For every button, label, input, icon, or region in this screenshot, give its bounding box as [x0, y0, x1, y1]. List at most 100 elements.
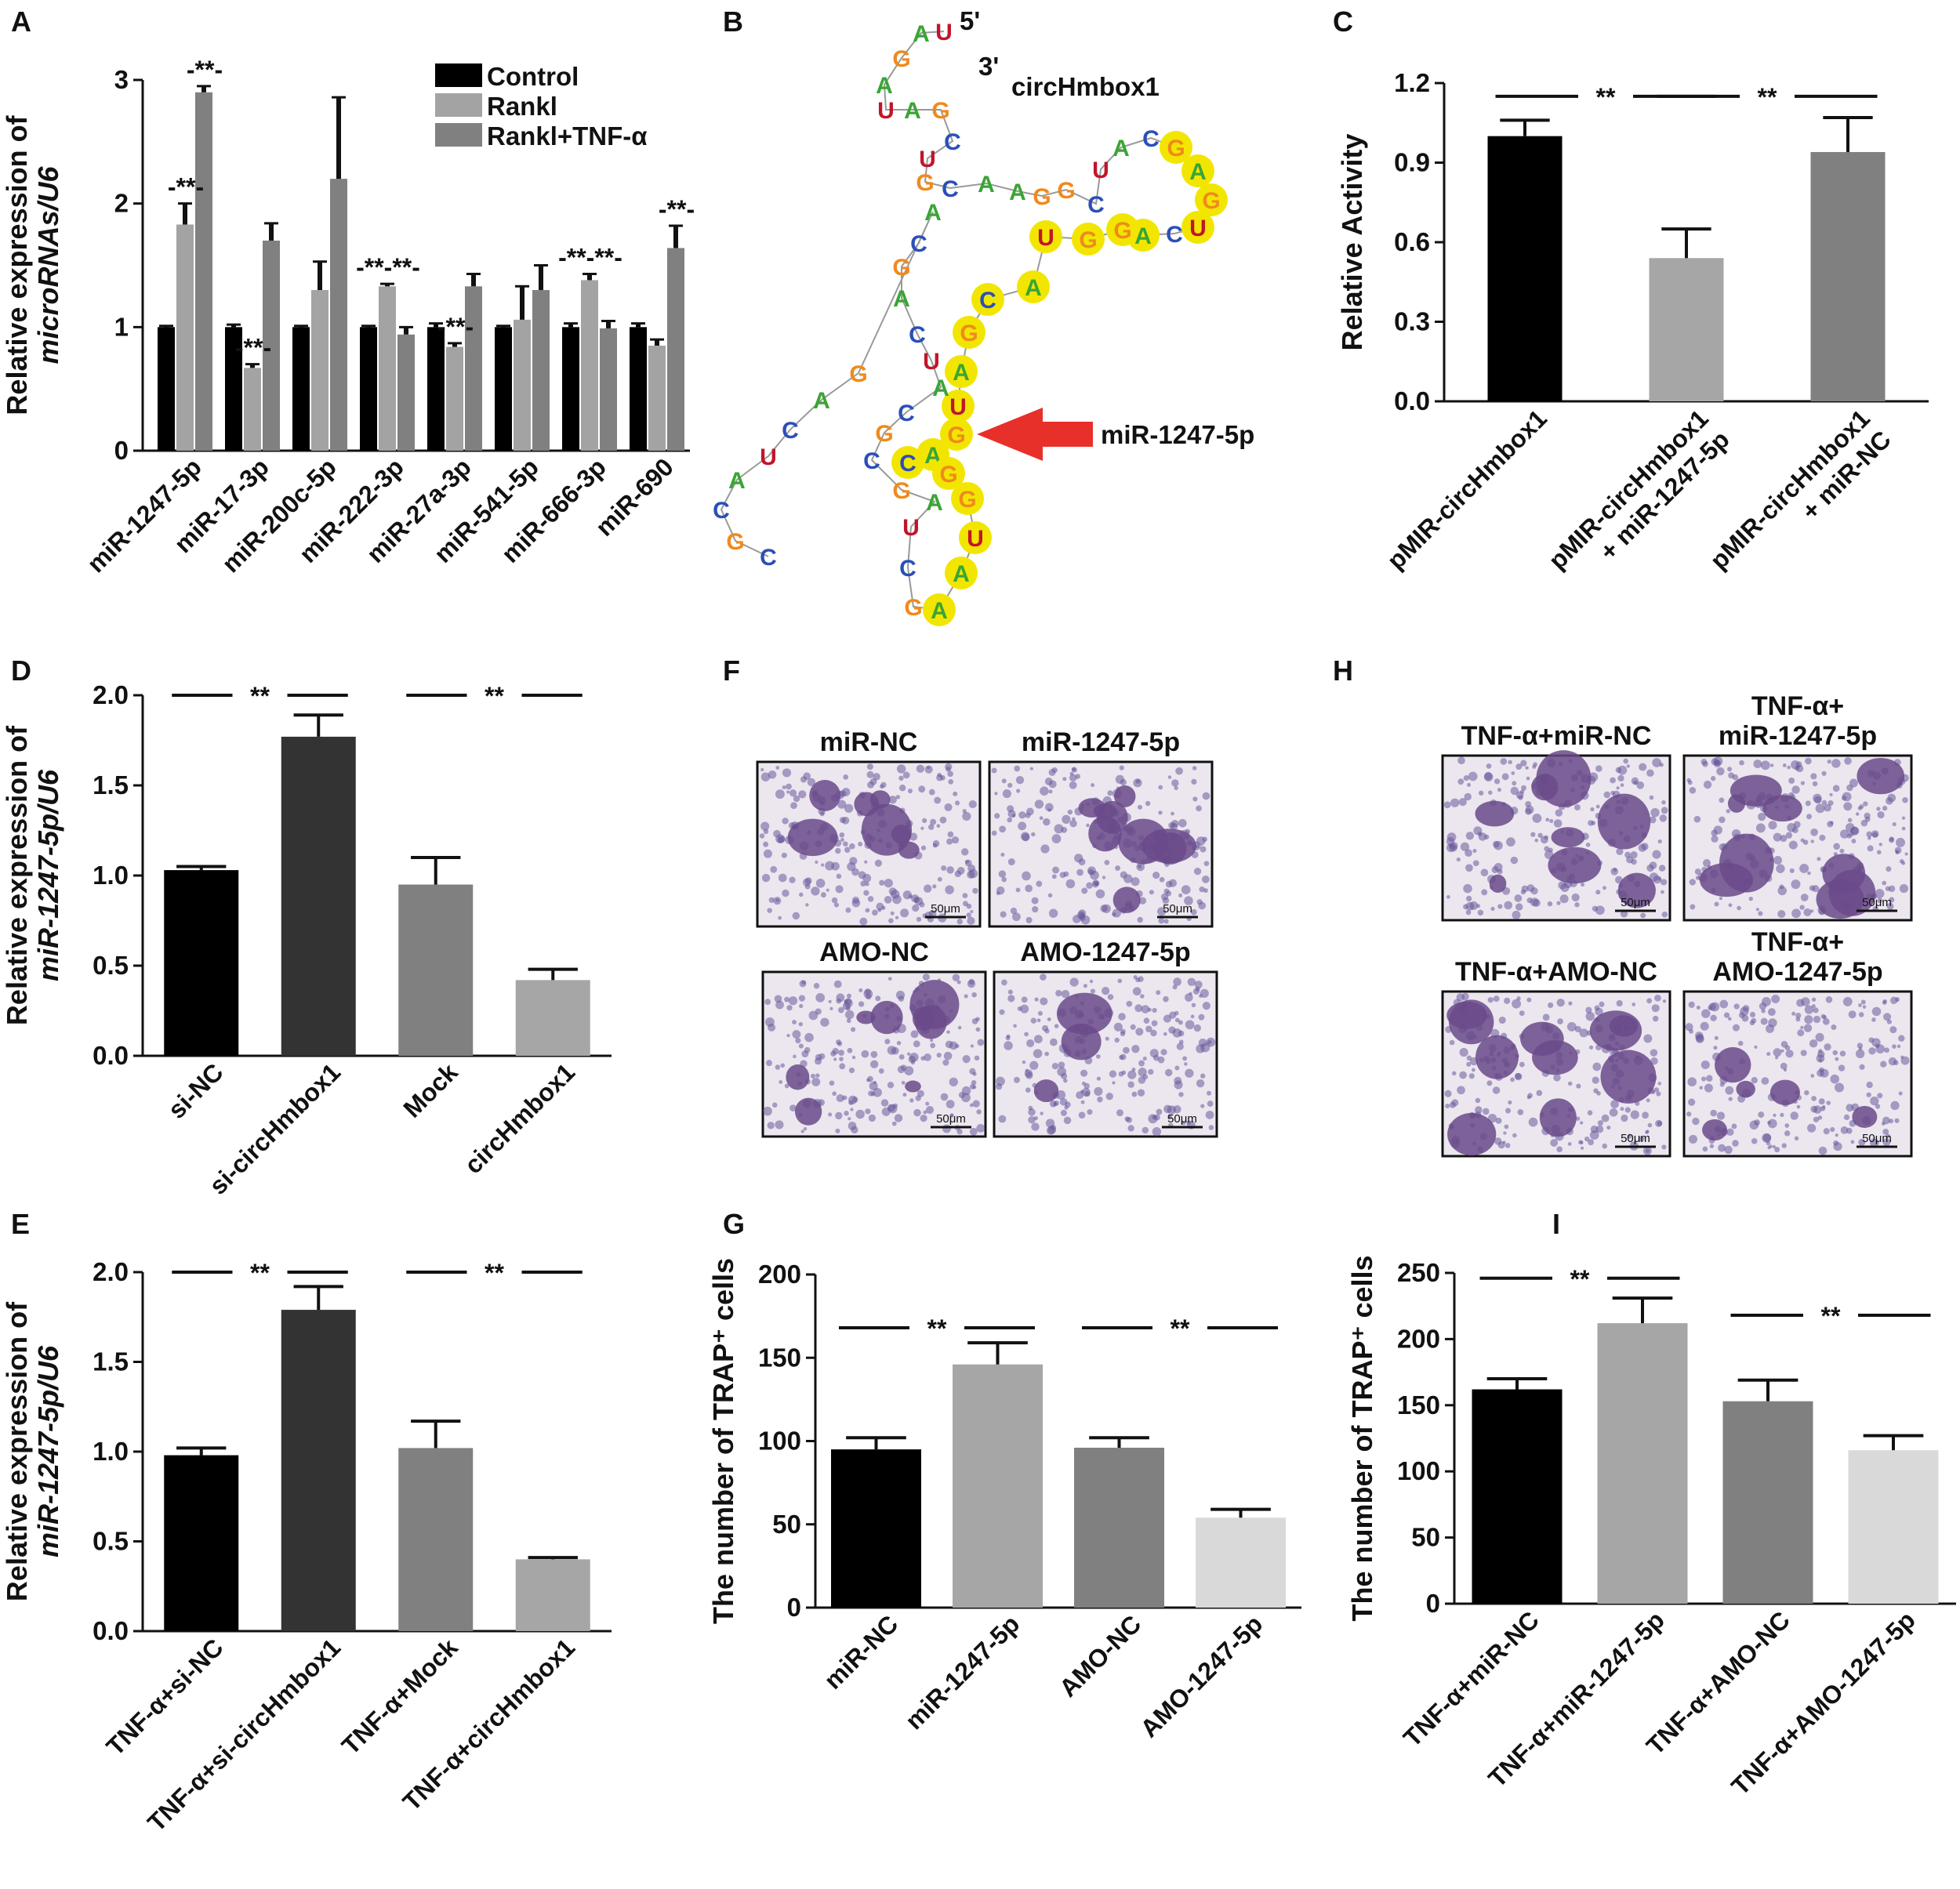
cell-dot	[1791, 908, 1802, 919]
nucleotide: U	[935, 20, 953, 45]
scale-bar-label: 50μm	[1621, 896, 1650, 909]
osteoclast-blob	[869, 790, 891, 809]
micrograph-title: TNF-α+	[1751, 927, 1844, 957]
bar	[1196, 1517, 1286, 1608]
cell-dot	[1086, 882, 1093, 889]
cell-dot	[999, 1009, 1005, 1015]
cell-dot	[1138, 897, 1147, 905]
cell-dot	[1710, 1109, 1718, 1117]
arrow-label: miR-1247-5p	[1101, 420, 1254, 449]
cell-dot	[771, 1102, 778, 1108]
cell-dot	[1123, 874, 1133, 883]
cell-dot	[1200, 1073, 1206, 1079]
cell-dot	[1718, 1144, 1726, 1152]
cell-dot	[1512, 999, 1522, 1009]
cell-dot	[1036, 1018, 1041, 1023]
cell-dot	[1467, 782, 1472, 787]
cell-dot	[763, 841, 769, 847]
cell-dot	[844, 1010, 855, 1020]
cell-dot	[1658, 865, 1666, 872]
cell-dot	[1459, 1071, 1467, 1079]
cell-dot	[1127, 1125, 1134, 1132]
cell-dot	[1899, 883, 1909, 894]
cell-dot	[1860, 999, 1866, 1005]
micrograph-title: TNF-α+	[1751, 691, 1844, 721]
circ-name-label: circHmbox1	[1011, 72, 1160, 101]
panel-label-d: D	[11, 654, 31, 687]
y-tick-label: 50	[1411, 1523, 1440, 1552]
cell-dot	[942, 1059, 949, 1066]
cell-dot	[1465, 849, 1472, 857]
cell-dot	[799, 892, 804, 897]
cell-dot	[1477, 909, 1484, 916]
cell-dot	[1636, 781, 1645, 789]
cell-dot	[1657, 876, 1662, 881]
cell-dot	[1517, 1109, 1524, 1115]
nucleotide: U	[967, 526, 984, 552]
cell-dot	[1843, 1114, 1850, 1121]
cell-dot	[1899, 859, 1904, 864]
cell-dot	[1758, 1111, 1765, 1119]
micrograph-title: TNF-α+AMO-NC	[1455, 957, 1657, 987]
nucleotide-highlight	[940, 418, 973, 451]
cell-dot	[811, 1073, 815, 1079]
cell-dot	[1130, 1024, 1136, 1030]
cell-dot	[1519, 1061, 1525, 1068]
cell-dot	[1771, 995, 1780, 1004]
cell-dot	[775, 1000, 784, 1010]
cell-dot	[944, 803, 953, 811]
cell-dot	[1719, 897, 1723, 901]
cell-dot	[1585, 1011, 1595, 1021]
bar	[427, 327, 445, 451]
cell-dot	[1596, 1091, 1601, 1096]
cell-dot	[1883, 1013, 1892, 1021]
cell-dot	[1116, 1109, 1123, 1117]
cell-dot	[768, 770, 777, 779]
osteoclast-blob	[912, 1006, 935, 1031]
nucleotide: G	[875, 421, 893, 447]
nucleotide: G	[947, 422, 965, 448]
cell-dot	[1714, 1035, 1719, 1040]
bar	[176, 224, 194, 451]
cell-dot	[1127, 1081, 1134, 1088]
cell-dot	[1178, 1020, 1183, 1025]
cell-dot	[1459, 1047, 1468, 1057]
cell-dot	[1123, 1046, 1130, 1054]
x-category-label: si-NC	[162, 1057, 229, 1124]
y-tick-label: 0.0	[93, 1616, 129, 1645]
cell-dot	[1463, 883, 1472, 894]
cell-dot	[1202, 1002, 1210, 1010]
cell-dot	[1465, 832, 1475, 840]
cell-dot	[1120, 1028, 1126, 1035]
cell-dot	[1029, 1061, 1039, 1070]
cell-dot	[1185, 1020, 1195, 1030]
cell-dot	[1884, 1047, 1889, 1053]
cell-dot	[1661, 1144, 1667, 1150]
bar	[158, 327, 175, 451]
cell-dot	[1855, 1049, 1865, 1059]
cell-dot	[1702, 1146, 1708, 1152]
cell-dot	[1595, 765, 1602, 772]
cell-dot	[1548, 847, 1553, 853]
cell-dot	[928, 789, 935, 796]
cell-dot	[1044, 803, 1054, 812]
cell-dot	[792, 912, 800, 920]
osteoclast-blob	[1112, 886, 1141, 913]
bar	[495, 327, 512, 451]
cell-dot	[1500, 758, 1508, 765]
cell-dot	[1549, 818, 1554, 823]
cell-dot	[1858, 1003, 1862, 1007]
cell-dot	[1504, 997, 1511, 1004]
nucleotide: A	[978, 172, 995, 198]
cell-dot	[1777, 886, 1787, 896]
cell-dot	[826, 888, 829, 892]
cell-dot	[1875, 1044, 1886, 1054]
nucleotide-highlight	[1029, 220, 1062, 253]
cell-dot	[1762, 1133, 1772, 1142]
cell-dot	[1200, 1104, 1205, 1108]
cell-dot	[1504, 901, 1513, 910]
y-axis-label: Relative expression of	[1, 114, 33, 415]
cell-dot	[1002, 789, 1011, 799]
cell-dot	[1751, 1017, 1757, 1024]
